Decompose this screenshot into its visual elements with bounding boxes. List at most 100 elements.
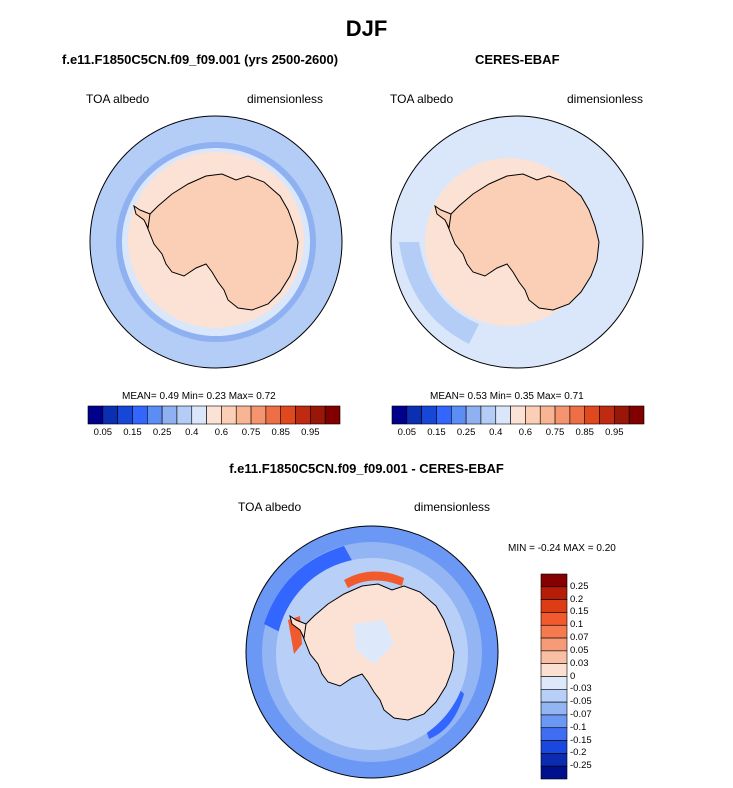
panel-3-title: f.e11.F1850C5CN.f09_f09.001 - CERES-EBAF — [229, 461, 504, 476]
colorbar-swatch — [540, 727, 568, 741]
colorbar-tick-label: 0 — [570, 670, 576, 682]
panel-1-title: f.e11.F1850C5CN.f09_f09.001 (yrs 2500-26… — [62, 52, 339, 67]
colorbar-tick-label: 0.4 — [489, 427, 503, 438]
panel-3-polar-map — [245, 525, 499, 779]
colorbar-swatch — [265, 405, 282, 425]
colorbar-tick-label: -0.05 — [570, 696, 592, 708]
colorbar-tick-label: -0.03 — [570, 683, 592, 695]
interior-light-patch — [354, 620, 394, 664]
colorbar-tick-label: 0.03 — [570, 657, 589, 669]
colorbar-tick-label: -0.07 — [570, 708, 592, 720]
colorbar-tick-label: 0.75 — [545, 427, 565, 438]
panel-3-colorbar — [540, 573, 568, 780]
colorbar-swatch — [176, 405, 193, 425]
antarctic-peninsula — [289, 614, 307, 640]
colorbar-tick-label: 0.15 — [570, 606, 589, 618]
colorbar-swatch — [87, 405, 104, 425]
colorbar-swatch — [628, 405, 645, 425]
colorbar-tick-label: 0.05 — [570, 644, 589, 656]
colorbar-tick-label: 0.6 — [214, 427, 229, 438]
colorbar-swatch — [540, 599, 568, 613]
panel-2-stats: MEAN= 0.53 Min= 0.35 Max= 0.71 — [430, 391, 584, 402]
positive-region-north — [344, 571, 404, 588]
colorbar-swatch — [614, 405, 630, 425]
colorbar-swatch — [250, 405, 267, 425]
panel-2-title: CERES-EBAF — [475, 52, 560, 67]
panel-1-variable-label: TOA albedo — [86, 92, 150, 106]
colorbar-tick-label: 0.25 — [152, 427, 172, 438]
panel-2-units-label: dimensionless — [567, 92, 644, 106]
colorbar-swatch — [540, 612, 568, 626]
colorbar-tick-label: 0.95 — [605, 427, 624, 438]
panel-2-colorbar — [391, 405, 645, 425]
colorbar-tick-label: 0.15 — [123, 427, 142, 438]
panel-2-variable-label: TOA albedo — [390, 92, 454, 106]
colorbar-tick-label: 0.25 — [456, 427, 476, 438]
colorbar-tick-label: 0.25 — [570, 580, 589, 592]
colorbar-tick-label: 0.6 — [518, 427, 533, 438]
colorbar-swatch — [540, 586, 568, 600]
map-layers — [245, 525, 499, 779]
antarctica-land — [145, 173, 299, 311]
panel-3-units-label: dimensionless — [414, 500, 491, 514]
colorbar-swatch — [132, 405, 148, 425]
colorbar-tick-label: 0.85 — [271, 427, 290, 438]
colorbar-swatch — [554, 405, 571, 425]
panel-2-polar-map — [390, 115, 644, 369]
colorbar-swatch — [540, 624, 568, 639]
colorbar-swatch — [450, 405, 467, 425]
colorbar-swatch — [540, 650, 568, 664]
colorbar-tick-label: 0.07 — [570, 632, 589, 644]
colorbar-tick-label: 0.05 — [397, 427, 417, 438]
colorbar-tick-label: -0.15 — [570, 734, 592, 746]
panel-1-units-label: dimensionless — [247, 92, 324, 106]
colorbar-swatch — [310, 405, 326, 425]
colorbar-swatch — [569, 405, 586, 425]
colorbar-swatch — [465, 405, 482, 425]
colorbar-swatch — [584, 405, 600, 425]
colorbar-swatch — [540, 663, 568, 677]
antarctic-peninsula — [133, 204, 151, 230]
colorbar-swatch — [406, 405, 422, 425]
colorbar-swatch — [495, 405, 511, 425]
colorbar-tick-label: 0.1 — [570, 619, 584, 631]
colorbar-swatch — [421, 405, 437, 425]
colorbar-swatch — [540, 765, 568, 780]
page-title: DJF — [345, 16, 388, 41]
colorbar-swatch — [295, 405, 311, 425]
colorbar-tick-label: 0.05 — [93, 427, 113, 438]
colorbar-tick-label: -0.1 — [570, 721, 587, 733]
colorbar-tick-label: 0.85 — [575, 427, 594, 438]
colorbar-swatch — [540, 637, 568, 652]
ocean-patch-west — [399, 242, 479, 344]
antarctic-peninsula — [434, 204, 452, 230]
colorbar-swatch — [480, 405, 497, 425]
colorbar-tick-label: -0.2 — [570, 747, 587, 759]
colorbar-tick-label: 0.95 — [301, 427, 320, 438]
colorbar-swatch — [599, 405, 615, 425]
colorbar-tick-label: 0.15 — [427, 427, 446, 438]
colorbar-swatch — [540, 573, 568, 588]
colorbar-swatch — [191, 405, 207, 425]
panel-3-stats: MIN = -0.24 MAX = 0.20 — [508, 543, 616, 554]
colorbar-swatch — [117, 405, 133, 425]
colorbar-tick-label: 0.75 — [241, 427, 261, 438]
colorbar-swatch — [280, 405, 296, 425]
colorbar-swatch — [540, 689, 568, 703]
colorbar-swatch — [540, 701, 568, 716]
colorbar-swatch — [540, 676, 568, 690]
colorbar-swatch — [161, 405, 178, 425]
colorbar-swatch — [221, 405, 237, 425]
colorbar-swatch — [391, 405, 408, 425]
panel-3-variable-label: TOA albedo — [238, 500, 302, 514]
colorbar-swatch — [540, 753, 568, 767]
colorbar-tick-label: 0.4 — [185, 427, 199, 438]
panel-1-polar-map — [89, 115, 343, 369]
colorbar-tick-label: 0.2 — [570, 593, 584, 605]
colorbar-swatch — [102, 405, 118, 425]
colorbar-swatch — [539, 405, 556, 425]
colorbar-tick-label: -0.25 — [570, 760, 592, 772]
colorbar-swatch — [235, 405, 252, 425]
colorbar-swatch — [324, 405, 341, 425]
antarctica-land — [446, 173, 600, 311]
